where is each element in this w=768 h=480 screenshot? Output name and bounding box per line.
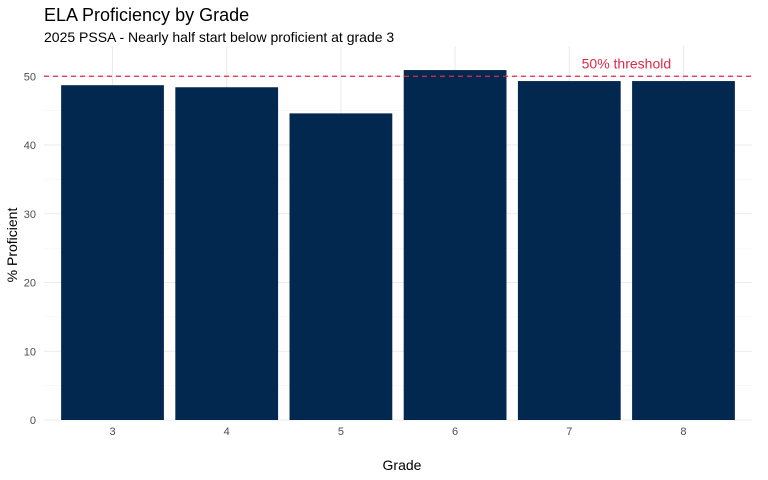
x-axis-title: Grade	[383, 457, 422, 473]
y-tick-label: 20	[24, 278, 36, 290]
x-tick-label: 5	[338, 426, 344, 438]
y-tick-label: 30	[24, 209, 36, 221]
y-tick-label: 0	[30, 415, 36, 427]
x-tick-label: 8	[680, 426, 686, 438]
y-axis-title: % Proficient	[4, 208, 20, 283]
bar-grade-8	[632, 81, 735, 420]
y-tick-label: 10	[24, 346, 36, 358]
y-tick-label: 50	[24, 71, 36, 83]
x-tick-label: 3	[109, 426, 115, 438]
x-tick-label: 7	[566, 426, 572, 438]
bar-grade-7	[517, 81, 621, 420]
y-tick-label: 40	[24, 140, 36, 152]
x-tick-label: 4	[224, 426, 230, 438]
bar-grade-6	[403, 70, 507, 420]
chart-subtitle: 2025 PSSA - Nearly half start below prof…	[44, 29, 394, 45]
bar-grade-5	[289, 113, 393, 420]
reference-line-group: 50% threshold	[44, 55, 752, 77]
threshold-label: 50% threshold	[582, 55, 672, 71]
bar-grade-3	[61, 85, 164, 420]
bar-grade-4	[175, 87, 279, 420]
bars	[61, 70, 735, 420]
y-axis-ticks: 0 10 20 30 40 50	[24, 71, 36, 427]
x-tick-label: 6	[452, 426, 458, 438]
chart-title: ELA Proficiency by Grade	[44, 5, 249, 25]
x-axis-ticks: 3 4 5 6 7 8	[109, 426, 686, 438]
